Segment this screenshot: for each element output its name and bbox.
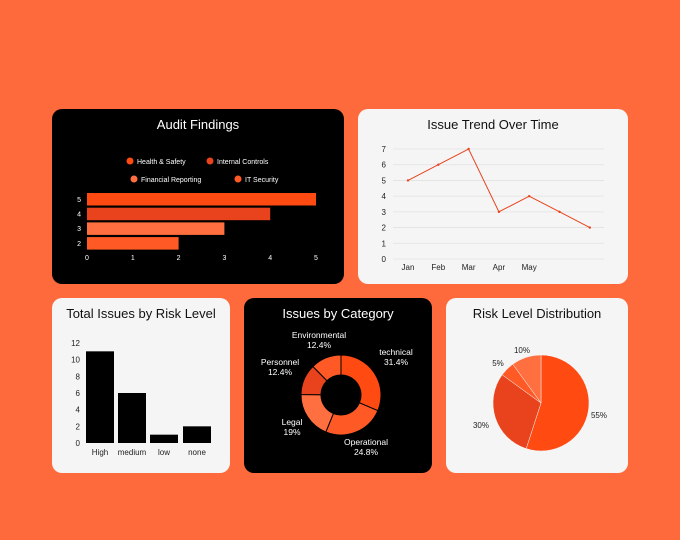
y-tick-label: 2 bbox=[382, 224, 387, 233]
issue-trend-title: Issue Trend Over Time bbox=[427, 117, 559, 132]
x-tick-label: Apr bbox=[493, 263, 506, 272]
trend-point bbox=[467, 147, 470, 151]
y-tick-label: 4 bbox=[76, 406, 81, 415]
y-tick-label: 5 bbox=[382, 176, 387, 185]
donut-slice bbox=[325, 402, 379, 436]
donut-slice bbox=[312, 354, 342, 382]
trend-point bbox=[437, 163, 440, 166]
x-tick-label: Mar bbox=[462, 263, 476, 272]
legend-marker bbox=[126, 157, 134, 165]
y-tick-label: 2 bbox=[76, 422, 81, 431]
category-percent: 12.4% bbox=[307, 340, 332, 350]
category-label: Legal bbox=[282, 417, 303, 427]
risk-bar bbox=[183, 426, 211, 443]
x-tick-label: none bbox=[188, 448, 206, 457]
pie-label: 10% bbox=[514, 346, 530, 355]
distribution-title: Risk Level Distribution bbox=[472, 306, 602, 321]
audit-bar bbox=[87, 207, 271, 221]
risk-level-title: Total Issues by Risk Level bbox=[66, 306, 216, 321]
category-card: Issues by Category technical 31.4% Operati… bbox=[244, 298, 432, 473]
pie-label: 55% bbox=[591, 411, 607, 420]
risk-level-chart: 0 2 4 6 8 10 12 High medium low none bbox=[71, 339, 211, 457]
y-tick-label: 1 bbox=[382, 239, 387, 248]
x-tick-label: 2 bbox=[177, 255, 181, 262]
audit-bar bbox=[87, 222, 225, 235]
pie-slice bbox=[492, 374, 542, 449]
risk-bar bbox=[86, 351, 114, 443]
trend-point bbox=[497, 210, 501, 214]
category-percent: 24.8% bbox=[354, 447, 379, 457]
trend-line bbox=[407, 148, 591, 229]
distribution-card: Risk Level Distribution 55% 30% 5% 10% bbox=[446, 298, 628, 473]
y-tick-label: 3 bbox=[382, 208, 387, 217]
donut-slice bbox=[300, 393, 335, 433]
audit-bar bbox=[87, 237, 179, 250]
risk-level-card: Total Issues by Risk Level 0 2 4 6 8 10 12 High… bbox=[52, 298, 230, 473]
category-title: Issues by Category bbox=[282, 306, 394, 321]
y-tick-label: 4 bbox=[77, 211, 81, 218]
x-tick-label: Feb bbox=[431, 263, 445, 272]
category-percent: 12.4% bbox=[268, 367, 293, 377]
x-tick-label: May bbox=[522, 263, 537, 272]
audit-findings-title: Audit Findings bbox=[156, 117, 240, 132]
legend-label: IT Security bbox=[245, 177, 279, 184]
donut-slice bbox=[340, 354, 382, 412]
distribution-chart: 55% 30% 5% 10% bbox=[473, 346, 607, 452]
legend-label: Internal Controls bbox=[217, 159, 269, 166]
risk-bar bbox=[150, 434, 178, 443]
y-tick-label: 12 bbox=[71, 339, 80, 348]
y-tick-label: 5 bbox=[77, 197, 81, 204]
x-tick-label: 4 bbox=[268, 255, 272, 262]
y-tick-label: 2 bbox=[77, 241, 81, 248]
pie-slice bbox=[525, 354, 590, 452]
x-tick-label: High bbox=[92, 448, 108, 457]
risk-bar bbox=[118, 393, 146, 443]
y-tick-label: 6 bbox=[76, 389, 81, 398]
category-label: Environmental bbox=[292, 330, 346, 340]
audit-bar bbox=[87, 193, 316, 206]
category-label: Personnel bbox=[261, 357, 299, 367]
trend-point bbox=[558, 210, 561, 214]
x-tick-label: 1 bbox=[131, 255, 135, 262]
x-tick-label: Jan bbox=[402, 263, 415, 272]
x-tick-label: 0 bbox=[85, 255, 89, 262]
category-label: Operational bbox=[344, 437, 388, 447]
legend-marker bbox=[130, 175, 138, 183]
pie-label: 5% bbox=[492, 359, 504, 368]
x-tick-label: 3 bbox=[222, 255, 226, 262]
x-tick-label: 5 bbox=[314, 255, 318, 262]
audit-findings-chart: Health & Safety Internal Controls Financia… bbox=[77, 157, 318, 262]
y-tick-label: 10 bbox=[71, 356, 80, 365]
issue-trend-card: Issue Trend Over Time 0 1 2 3 4 5 6 7 Jan Feb Mar A… bbox=[358, 109, 628, 284]
y-tick-label: 7 bbox=[382, 145, 387, 154]
issue-trend-chart: 0 1 2 3 4 5 6 7 Jan Feb Mar Apr May bbox=[382, 145, 604, 272]
trend-point bbox=[588, 226, 591, 229]
y-tick-label: 4 bbox=[382, 192, 387, 201]
y-tick-label: 0 bbox=[382, 255, 387, 264]
legend-marker bbox=[234, 175, 242, 183]
x-tick-label: low bbox=[158, 448, 170, 457]
category-label: technical bbox=[379, 347, 413, 357]
category-percent: 19% bbox=[283, 427, 300, 437]
trend-point bbox=[528, 194, 531, 198]
pie-label: 30% bbox=[473, 421, 489, 430]
y-tick-label: 0 bbox=[76, 439, 81, 448]
category-percent: 31.4% bbox=[384, 357, 409, 367]
legend-label: Health & Safety bbox=[137, 159, 186, 166]
y-tick-label: 3 bbox=[77, 226, 81, 233]
y-tick-label: 8 bbox=[76, 372, 81, 381]
audit-findings-card: Audit Findings Health & Safety Internal C… bbox=[52, 109, 344, 284]
pie-slice bbox=[512, 354, 542, 404]
legend-label: Financial Reporting bbox=[141, 177, 201, 184]
trend-point bbox=[406, 179, 410, 182]
legend-marker bbox=[206, 157, 214, 165]
x-tick-label: medium bbox=[118, 448, 147, 457]
y-tick-label: 6 bbox=[382, 161, 387, 170]
